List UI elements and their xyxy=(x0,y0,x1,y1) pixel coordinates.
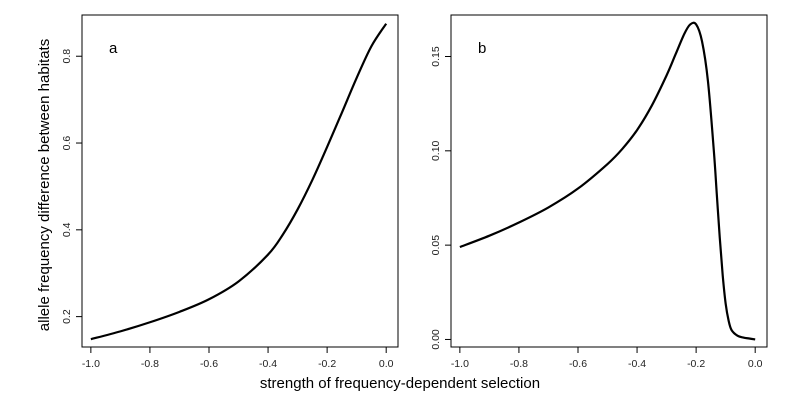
panel-b: -1.0 -0.8 -0.6 -0.4 -0.2 0.0 0.00 0.05 0.10 0.15 b xyxy=(430,14,768,370)
x-tick-label: -0.8 xyxy=(510,358,528,370)
x-tick-label: 0.0 xyxy=(748,358,763,370)
plot-frame xyxy=(81,14,399,348)
x-tick-label: -0.2 xyxy=(318,358,336,370)
y-axis-label: allele frequency difference between habi… xyxy=(36,39,53,331)
y-tick-label: 0.15 xyxy=(430,46,442,67)
x-axis-label: strength of frequency-dependent selectio… xyxy=(260,375,540,392)
panel-a: -1.0 -0.8 -0.6 -0.4 -0.2 0.0 0.2 0.4 0.6 0.8 a xyxy=(61,14,399,370)
x-tick-label: -0.2 xyxy=(687,358,705,370)
y-tick-label: 0.05 xyxy=(430,235,442,256)
y-tick-label: 0.2 xyxy=(61,309,73,324)
plot-frame xyxy=(450,14,768,348)
y-tick-label: 0.00 xyxy=(430,329,442,350)
series-line xyxy=(459,21,756,341)
x-tick-label: -1.0 xyxy=(451,358,469,370)
x-tick-label: 0.0 xyxy=(379,358,394,370)
x-tick-label: -0.6 xyxy=(200,358,218,370)
x-tick-label: -0.4 xyxy=(259,358,277,370)
x-tick-label: -0.4 xyxy=(628,358,646,370)
y-tick-label: 0.10 xyxy=(430,140,442,161)
panel-label: a xyxy=(109,40,118,57)
x-tick-label: -0.6 xyxy=(569,358,587,370)
y-tick-label: 0.4 xyxy=(61,222,73,237)
series-line xyxy=(90,23,388,341)
panel-label: b xyxy=(478,40,486,57)
y-tick-label: 0.8 xyxy=(61,49,73,64)
x-tick-label: -0.8 xyxy=(141,358,159,370)
y-tick-label: 0.6 xyxy=(61,136,73,151)
x-tick-label: -1.0 xyxy=(82,358,100,370)
